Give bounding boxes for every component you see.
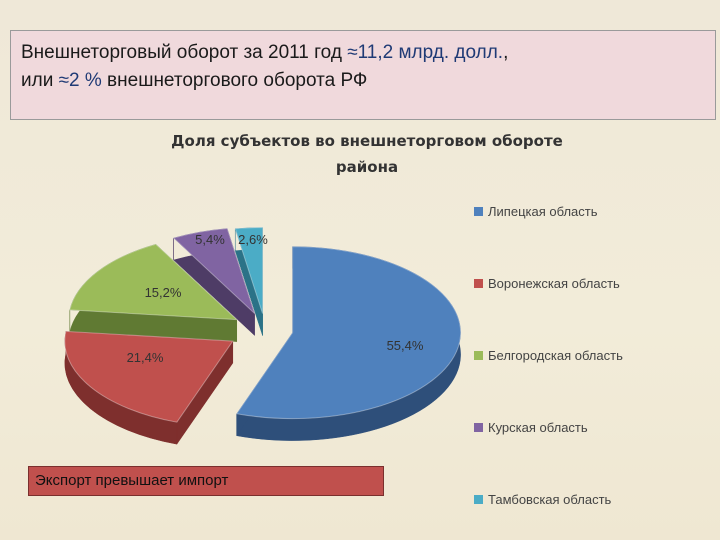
legend-label-3: Белгородская область	[488, 348, 623, 363]
legend-label-1: Липецкая область	[488, 204, 598, 219]
pie-slices: 55,4% 21,4% 15,2% 5,4% 2,6%	[64, 227, 462, 445]
legend-swatch-5	[474, 495, 483, 504]
legend-swatch-1	[474, 207, 483, 216]
share-value: ≈2 %	[58, 70, 102, 91]
data-label-1: 55,4%	[387, 338, 424, 353]
chart-legend: Липецкая область Воронежская область Белго…	[474, 204, 623, 507]
header-line-1: Внешнеторговый оборот за 2011 год ≈11,2 …	[21, 39, 705, 67]
pie-slice-3	[69, 243, 239, 343]
pie-slice-top-5	[234, 227, 264, 314]
legend-label-5: Тамбовская область	[488, 492, 612, 507]
legend-swatch-3	[474, 351, 483, 360]
header-line2-suffix: внешнеторгового оборота РФ	[101, 70, 368, 91]
legend-label-4: Курская область	[488, 420, 588, 435]
pie-slice-5	[234, 227, 264, 336]
header-line2-prefix: или	[21, 70, 59, 91]
data-label-3: 15,2%	[145, 285, 182, 300]
pie-slice-top-3	[69, 243, 239, 321]
pie-slice-top-1	[235, 246, 462, 420]
data-label-2: 21,4%	[127, 350, 164, 365]
pie-slice-top-2	[64, 330, 234, 423]
header-line1-suffix: ,	[503, 42, 509, 63]
header-line-2: или ≈2 % внешнеторгового оборота РФ	[21, 67, 705, 95]
data-label-4: 5,4%	[195, 232, 225, 247]
legend-label-2: Воронежская область	[488, 276, 620, 291]
legend-swatch-4	[474, 423, 483, 432]
data-label-5: 2,6%	[238, 232, 268, 247]
turnover-value: ≈11,2 млрд. долл.	[347, 42, 504, 63]
chart-title-line-2: района	[336, 158, 398, 176]
header-line1-prefix: Внешнеторговый оборот за 2011 год	[21, 42, 348, 63]
pie-slice-2	[64, 330, 234, 445]
pie-slice-4	[172, 227, 256, 336]
slide-header: Внешнеторговый оборот за 2011 год ≈11,2 …	[10, 30, 716, 120]
legend-swatch-2	[474, 279, 483, 288]
export-note: Экспорт превышает импорт	[28, 466, 384, 496]
pie-slice-1	[235, 246, 462, 441]
pie-slice-top-4	[172, 227, 256, 316]
chart-title-line-1: Доля субъектов во внешнеторговом обороте	[171, 132, 563, 150]
